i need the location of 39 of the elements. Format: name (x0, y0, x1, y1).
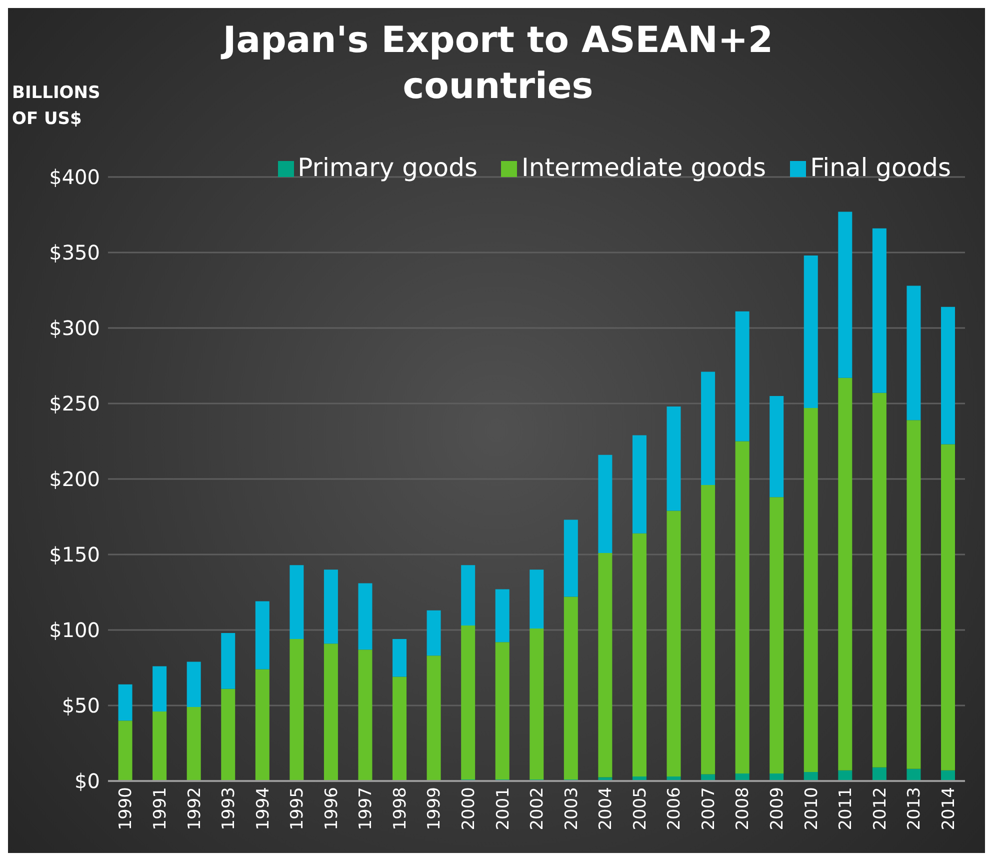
x-tick-label: 1998 (390, 787, 410, 830)
chart-title: Japan's Export to ASEAN+2 countries (220, 19, 774, 109)
y-tick-label: $400 (49, 165, 100, 190)
y-tick-label: $300 (49, 316, 100, 340)
y-tick-label: $200 (49, 467, 100, 492)
y-tick-label: $100 (49, 618, 100, 642)
x-tick-label: 1990 (116, 787, 136, 830)
y-tick-label: $250 (49, 392, 100, 416)
x-tick-label: 2004 (596, 787, 616, 830)
x-tick-label: 1995 (288, 787, 308, 830)
x-tick-label: 2009 (768, 787, 788, 830)
x-tick-label: 1992 (184, 787, 205, 830)
x-tick-label: 1994 (253, 787, 274, 830)
x-tick-label: 2008 (733, 787, 754, 830)
x-tick-label: 2000 (459, 787, 480, 830)
x-tick-label: 2010 (802, 787, 822, 830)
y-axis-title: BILLIONS OF US$ (12, 82, 102, 131)
x-tick-label: 2006 (664, 787, 685, 830)
x-tick-label: 1999 (424, 787, 445, 830)
y-tick-label: $350 (49, 240, 100, 265)
legend-label: Final goods (810, 153, 951, 182)
x-tick-label: 1996 (322, 787, 342, 830)
x-tick-label: 2012 (870, 787, 890, 830)
legend-label: Intermediate goods (521, 153, 766, 182)
x-tick-label: 2002 (528, 787, 548, 830)
y-tick-label: $50 (62, 694, 100, 718)
x-tick-label: 1997 (356, 787, 376, 830)
x-tick-label: 1991 (150, 787, 170, 830)
x-tick-label: 2003 (562, 787, 582, 830)
x-tick-label: 2007 (698, 787, 719, 830)
x-tick-label: 2011 (836, 787, 856, 830)
y-tick-label: $150 (49, 542, 100, 567)
y-tick-label: $0 (74, 769, 100, 794)
x-tick-label: 2014 (938, 787, 959, 830)
x-tick-label: 1993 (219, 787, 240, 830)
legend-label: Primary goods (298, 153, 478, 182)
x-tick-label: 2013 (904, 787, 925, 830)
x-tick-label: 2005 (630, 787, 650, 830)
x-tick-label: 2001 (493, 787, 514, 830)
